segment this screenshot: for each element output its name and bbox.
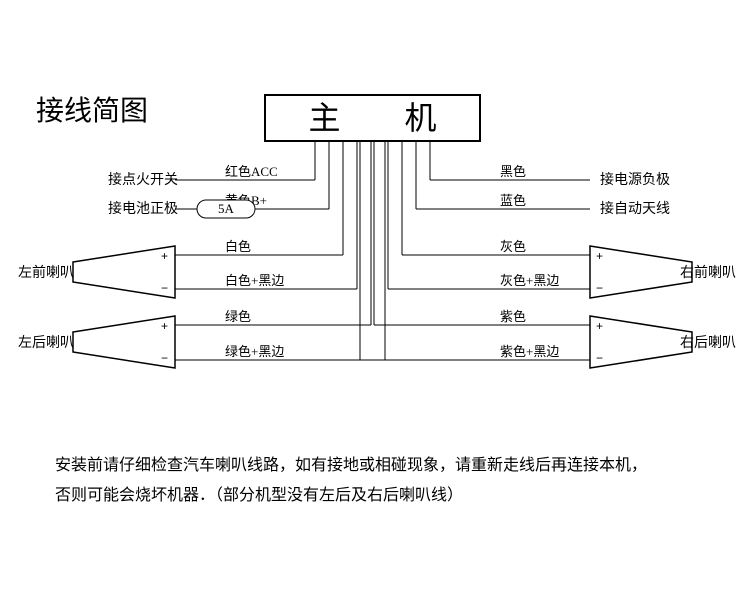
svg-text:安装前请仔细检查汽车喇叭线路，如有接地或相碰现象，请重新走线: 安装前请仔细检查汽车喇叭线路，如有接地或相碰现象，请重新走线后再连接本机， [55, 456, 647, 474]
svg-text:接电源负极: 接电源负极 [600, 171, 670, 188]
svg-text:红色ACC: 红色ACC [225, 164, 278, 179]
svg-text:右前喇叭: 右前喇叭 [680, 264, 736, 281]
svg-text:黑色: 黑色 [500, 164, 526, 179]
svg-text:紫色+黑边: 紫色+黑边 [500, 344, 559, 359]
svg-text:−: − [596, 351, 603, 365]
svg-text:灰色+黑边: 灰色+黑边 [500, 273, 559, 288]
svg-text:+: + [596, 319, 603, 333]
svg-text:−: − [596, 281, 603, 295]
svg-text:+: + [596, 249, 603, 263]
svg-text:−: − [161, 281, 168, 295]
svg-text:绿色: 绿色 [225, 309, 251, 324]
svg-text:否则可能会烧坏机器．（部分机型没有左后及右后喇叭线）: 否则可能会烧坏机器．（部分机型没有左后及右后喇叭线） [55, 486, 463, 504]
svg-text:灰色: 灰色 [500, 239, 526, 254]
svg-text:蓝色: 蓝色 [500, 193, 526, 208]
svg-text:接点火开关: 接点火开关 [108, 171, 178, 188]
svg-text:紫色: 紫色 [500, 309, 526, 324]
svg-text:+: + [161, 249, 168, 263]
svg-text:主 机: 主 机 [308, 100, 464, 136]
svg-text:左后喇叭: 左后喇叭 [18, 335, 74, 351]
svg-text:左前喇叭: 左前喇叭 [18, 264, 74, 281]
diagram-title: 接线简图 [36, 95, 148, 127]
svg-text:−: − [161, 351, 168, 365]
svg-text:5A: 5A [218, 201, 235, 216]
svg-text:+: + [161, 319, 168, 333]
canvas [0, 0, 750, 600]
svg-text:绿色+黑边: 绿色+黑边 [225, 344, 284, 359]
svg-text:白色+黑边: 白色+黑边 [225, 273, 284, 288]
svg-text:白色: 白色 [225, 239, 251, 254]
svg-text:接自动天线: 接自动天线 [600, 200, 670, 217]
svg-text:接电池正极: 接电池正极 [108, 200, 178, 217]
svg-text:右后喇叭: 右后喇叭 [680, 335, 736, 351]
